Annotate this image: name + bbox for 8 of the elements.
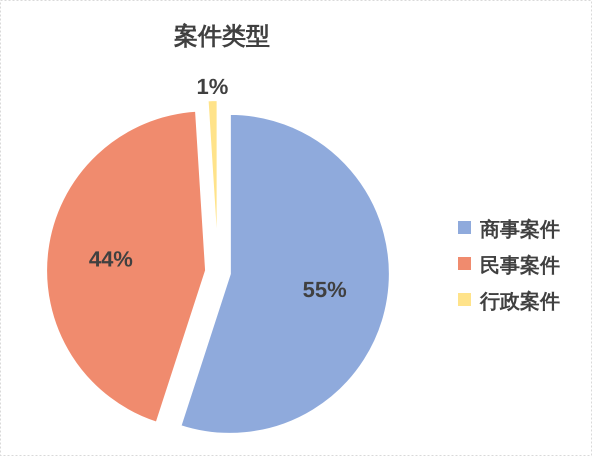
- data-label: 55%: [302, 276, 347, 302]
- data-label: 1%: [196, 74, 228, 100]
- chart-title: 案件类型: [173, 22, 270, 50]
- plot: 55% 44% 1%: [45, 74, 391, 435]
- legend-label: 民事案件: [480, 254, 560, 277]
- legend-label: 行政案件: [479, 290, 560, 313]
- legend-label: 商事案件: [479, 218, 560, 241]
- data-label: 44%: [88, 246, 133, 272]
